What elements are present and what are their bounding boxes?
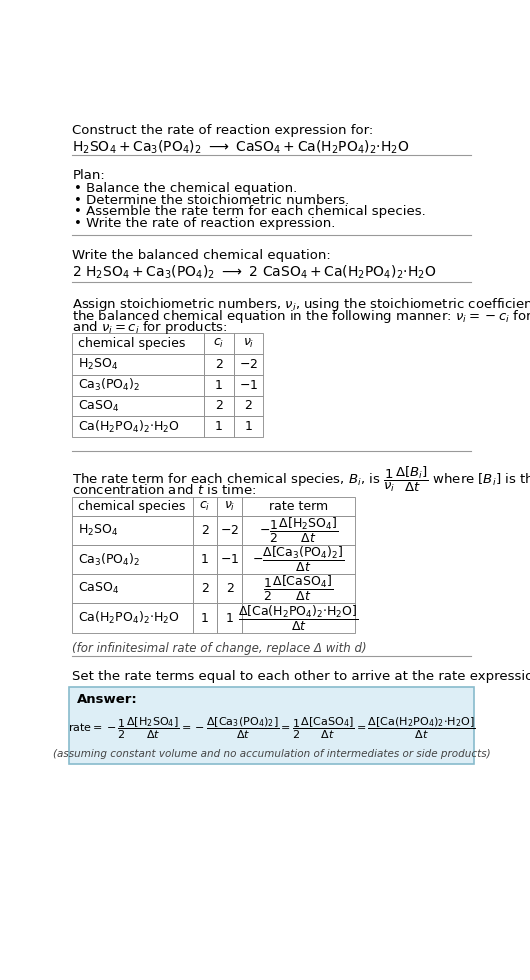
Bar (242, 604, 355, 633)
Text: the balanced chemical equation in the following manner: $\nu_i = -c_i$ for react: the balanced chemical equation in the fo… (73, 308, 530, 324)
Text: $-\dfrac{\Delta[\mathrm{Ca_3(PO_4)_2}]}{\Delta t}$: $-\dfrac{\Delta[\mathrm{Ca_3(PO_4)_2}]}{… (252, 545, 344, 574)
Text: $\mathrm{Ca_3(PO_4)_2}$: $\mathrm{Ca_3(PO_4)_2}$ (78, 552, 140, 567)
Bar (192, 515, 217, 545)
Text: 2: 2 (226, 582, 234, 595)
Bar (217, 604, 242, 633)
Bar (217, 545, 242, 574)
Text: $\mathrm{Ca(H_2PO_4)_2{\cdot}H_2O}$: $\mathrm{Ca(H_2PO_4)_2{\cdot}H_2O}$ (78, 418, 180, 435)
Text: 2: 2 (244, 400, 252, 413)
Text: $\mathrm{H_2SO_4}$: $\mathrm{H_2SO_4}$ (78, 357, 118, 372)
Bar (242, 545, 355, 574)
Text: 2: 2 (201, 524, 209, 537)
Text: $\nu_i$: $\nu_i$ (243, 337, 254, 350)
Bar (204, 416, 234, 437)
Text: $\mathrm{H_2SO_4 + Ca_3(PO_4)_2 \ \longrightarrow \ CaSO_4 + Ca(H_2PO_4)_2{\cdot: $\mathrm{H_2SO_4 + Ca_3(PO_4)_2 \ \longr… (73, 138, 410, 156)
Text: 1: 1 (226, 612, 234, 624)
Bar (234, 396, 263, 416)
Bar (73, 574, 192, 604)
Bar (204, 396, 234, 416)
Text: $-1$: $-1$ (220, 553, 240, 566)
Text: $\nu_i$: $\nu_i$ (224, 500, 235, 513)
Bar (242, 497, 355, 515)
Bar (234, 333, 263, 354)
Text: $\dfrac{1}{2}\dfrac{\Delta[\mathrm{CaSO_4}]}{\Delta t}$: $\dfrac{1}{2}\dfrac{\Delta[\mathrm{CaSO_… (263, 574, 333, 604)
Text: $\mathrm{Ca_3(PO_4)_2}$: $\mathrm{Ca_3(PO_4)_2}$ (78, 377, 140, 393)
Bar (192, 574, 217, 604)
Text: Answer:: Answer: (77, 693, 138, 706)
Text: and $\nu_i = c_i$ for products:: and $\nu_i = c_i$ for products: (73, 319, 228, 336)
Text: (for infinitesimal rate of change, replace Δ with d): (for infinitesimal rate of change, repla… (73, 642, 367, 655)
Text: Set the rate terms equal to each other to arrive at the rate expression:: Set the rate terms equal to each other t… (73, 669, 530, 683)
Bar (217, 497, 242, 515)
Text: 2: 2 (201, 582, 209, 595)
Bar (192, 497, 217, 515)
Bar (73, 396, 204, 416)
Text: $-2$: $-2$ (220, 524, 240, 537)
Text: 2: 2 (215, 400, 223, 413)
Text: 1: 1 (244, 420, 252, 433)
Text: $c_i$: $c_i$ (213, 337, 225, 350)
Text: $\mathrm{2\ H_2SO_4 + Ca_3(PO_4)_2 \ \longrightarrow \ 2\ CaSO_4 + Ca(H_2PO_4)_2: $\mathrm{2\ H_2SO_4 + Ca_3(PO_4)_2 \ \lo… (73, 264, 437, 281)
Text: • Determine the stoichiometric numbers.: • Determine the stoichiometric numbers. (74, 194, 349, 207)
Text: chemical species: chemical species (78, 337, 186, 350)
Bar (242, 515, 355, 545)
Text: Plan:: Plan: (73, 170, 105, 182)
Bar (204, 333, 234, 354)
Text: 1: 1 (215, 420, 223, 433)
Bar (242, 574, 355, 604)
Bar (73, 416, 204, 437)
Bar (234, 374, 263, 396)
Text: Assign stoichiometric numbers, $\nu_i$, using the stoichiometric coefficients, $: Assign stoichiometric numbers, $\nu_i$, … (73, 296, 530, 314)
Bar (73, 515, 192, 545)
Text: $\mathrm{CaSO_4}$: $\mathrm{CaSO_4}$ (78, 581, 119, 597)
Text: Write the balanced chemical equation:: Write the balanced chemical equation: (73, 249, 331, 262)
Bar (192, 545, 217, 574)
Text: $\mathrm{CaSO_4}$: $\mathrm{CaSO_4}$ (78, 399, 119, 414)
Text: $-1$: $-1$ (238, 378, 258, 392)
Text: $\mathrm{Ca(H_2PO_4)_2{\cdot}H_2O}$: $\mathrm{Ca(H_2PO_4)_2{\cdot}H_2O}$ (78, 610, 180, 626)
Text: concentration and $t$ is time:: concentration and $t$ is time: (73, 483, 257, 497)
Bar (234, 354, 263, 374)
Text: chemical species: chemical species (78, 500, 186, 513)
Bar (73, 545, 192, 574)
Text: Construct the rate of reaction expression for:: Construct the rate of reaction expressio… (73, 123, 374, 137)
Text: 1: 1 (201, 612, 209, 624)
Text: rate term: rate term (269, 500, 328, 513)
Text: • Write the rate of reaction expression.: • Write the rate of reaction expression. (74, 217, 335, 230)
Bar (73, 497, 192, 515)
Bar (217, 515, 242, 545)
Text: $-\dfrac{1}{2}\dfrac{\Delta[\mathrm{H_2SO_4}]}{\Delta t}$: $-\dfrac{1}{2}\dfrac{\Delta[\mathrm{H_2S… (259, 515, 338, 545)
Bar (217, 574, 242, 604)
Bar (204, 374, 234, 396)
Text: 2: 2 (215, 358, 223, 370)
Bar (73, 333, 204, 354)
Text: $c_i$: $c_i$ (199, 500, 210, 513)
Bar (73, 604, 192, 633)
Text: $\dfrac{\Delta[\mathrm{Ca(H_2PO_4)_2{\cdot}H_2O}]}{\Delta t}$: $\dfrac{\Delta[\mathrm{Ca(H_2PO_4)_2{\cd… (238, 604, 359, 633)
Text: 1: 1 (215, 378, 223, 392)
Text: $\mathrm{rate} = -\dfrac{1}{2}\dfrac{\Delta[\mathrm{H_2SO_4}]}{\Delta t} = -\dfr: $\mathrm{rate} = -\dfrac{1}{2}\dfrac{\De… (68, 715, 475, 741)
Text: • Balance the chemical equation.: • Balance the chemical equation. (74, 182, 297, 195)
Bar (73, 354, 204, 374)
Bar (73, 374, 204, 396)
Text: $-2$: $-2$ (239, 358, 258, 370)
Text: $\mathrm{H_2SO_4}$: $\mathrm{H_2SO_4}$ (78, 522, 118, 538)
Text: • Assemble the rate term for each chemical species.: • Assemble the rate term for each chemic… (74, 206, 426, 219)
FancyBboxPatch shape (69, 687, 474, 763)
Text: The rate term for each chemical species, $B_i$, is $\dfrac{1}{\nu_i}\dfrac{\Delt: The rate term for each chemical species,… (73, 465, 530, 494)
Text: (assuming constant volume and no accumulation of intermediates or side products): (assuming constant volume and no accumul… (53, 749, 490, 759)
Text: 1: 1 (201, 553, 209, 566)
Bar (204, 354, 234, 374)
Bar (192, 604, 217, 633)
Bar (234, 416, 263, 437)
